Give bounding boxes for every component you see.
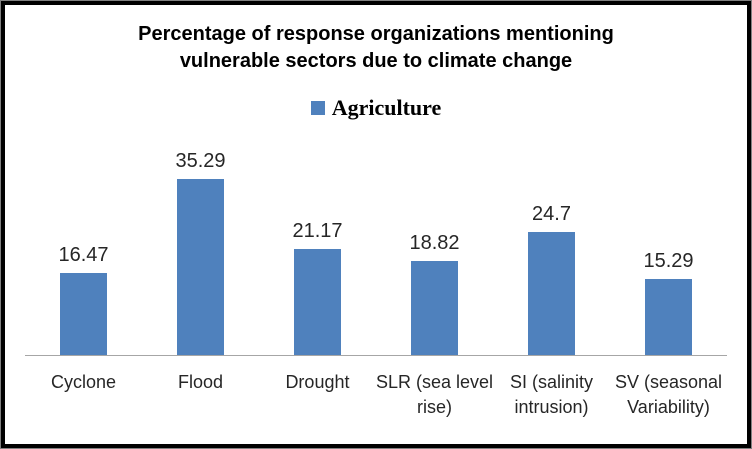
x-axis-label-line: intrusion) [514, 397, 589, 417]
x-axis-labels: Cyclone Flood Drought SLR (sea level rise) SI… [25, 356, 727, 420]
legend: Agriculture [5, 95, 747, 121]
bar [528, 231, 575, 355]
x-axis-label-line: rise) [416, 397, 452, 417]
bar-column-3: 18.82 [376, 232, 493, 355]
data-label: 18.82 [409, 231, 460, 254]
x-axis-label: SI (salinity intrusion) [493, 370, 610, 420]
data-label: 15.29 [643, 249, 694, 272]
data-label: 24.7 [532, 202, 571, 225]
bar-column-5: 15.29 [610, 250, 727, 355]
x-axis-label: SV (seasonal Variability) [610, 370, 727, 420]
chart-title-line2: vulnerable sectors due to climate change [179, 50, 573, 72]
legend-swatch-icon [310, 101, 325, 115]
data-label: 16.47 [58, 243, 109, 266]
bar-column-2: 21.17 [259, 220, 376, 355]
bar [294, 249, 341, 355]
bar [177, 178, 224, 355]
bar-column-0: 16.47 [25, 244, 142, 355]
x-axis-label-line: SI (salinity [509, 372, 594, 392]
x-axis-label-line: SLR (sea level [375, 372, 494, 392]
x-axis-label-line: Drought [285, 372, 350, 392]
x-axis-label: Flood [142, 370, 259, 420]
x-axis-label: Cyclone [25, 370, 142, 420]
x-axis-label: SLR (sea level rise) [376, 370, 493, 420]
x-axis-label-line: Flood [177, 372, 223, 392]
x-axis-label: Drought [259, 370, 376, 420]
bar [645, 278, 692, 355]
data-label: 35.29 [175, 149, 226, 172]
legend-label: Agriculture [331, 95, 442, 120]
chart-title: Percentage of response organizations men… [5, 21, 747, 75]
bar-column-1: 35.29 [142, 150, 259, 355]
x-axis-label-line: Cyclone [50, 372, 116, 392]
x-axis-label-line: Variability) [627, 397, 710, 417]
bar [60, 272, 107, 355]
bar-column-4: 24.7 [493, 202, 610, 355]
data-label: 21.17 [292, 220, 343, 243]
chart-title-line1: Percentage of response organizations men… [138, 23, 614, 45]
x-axis-label-line: SV (seasonal [614, 372, 723, 392]
bar [411, 260, 458, 355]
plot-area: 16.47 35.29 21.17 18.82 24.7 15.29 [25, 121, 727, 356]
